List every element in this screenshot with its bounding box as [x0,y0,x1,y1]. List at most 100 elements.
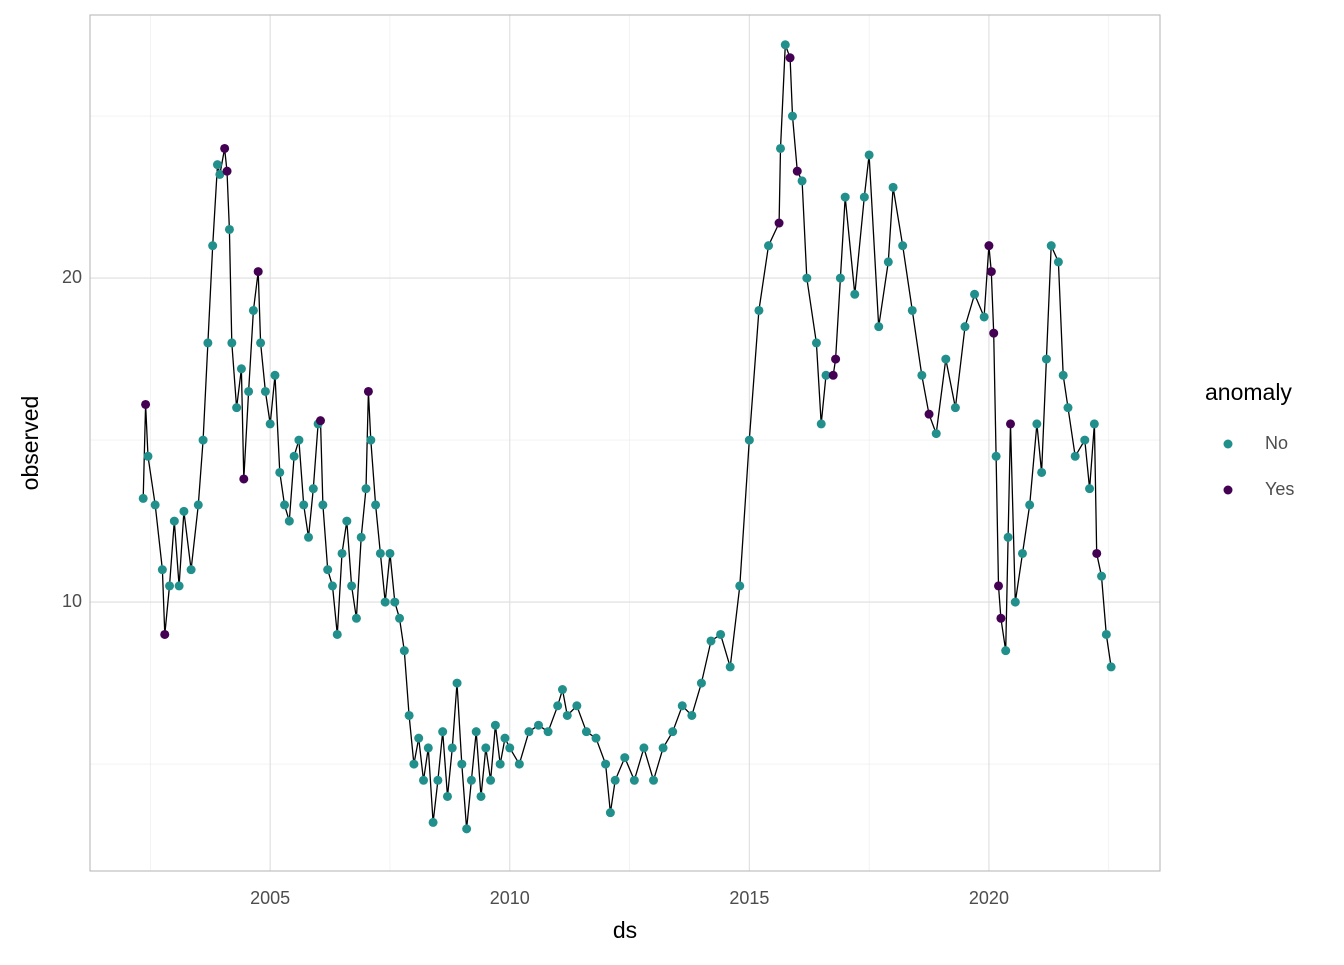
data-point [514,759,524,769]
data-point [850,289,860,299]
data-point [414,733,424,743]
data-point [620,753,630,763]
data-point [668,727,678,737]
data-point [706,636,716,646]
x-axis-title: ds [613,917,637,943]
data-point [232,403,242,413]
data-point [1092,548,1102,558]
data-point [557,685,567,695]
data-point [395,613,405,623]
data-point [236,364,246,374]
data-point [601,759,611,769]
data-point [658,743,668,753]
data-point [342,516,352,526]
data-point [143,451,153,461]
data-point [821,370,831,380]
data-point [1080,435,1090,445]
data-point [996,613,1006,623]
data-point [785,53,795,63]
data-point [224,224,234,234]
data-point [390,597,400,607]
data-point [371,500,381,510]
data-point [280,500,290,510]
data-point [970,289,980,299]
legend-key [1223,485,1233,495]
legend-key [1223,439,1233,449]
data-point [1085,484,1095,494]
data-point [543,727,553,737]
data-point [174,581,184,591]
data-point [220,143,230,153]
data-point [931,429,941,439]
x-tick-label: 2005 [250,888,290,908]
data-point [423,743,433,753]
data-point [212,160,222,170]
data-point [1063,403,1073,413]
data-point [1005,419,1015,429]
data-point [811,338,821,348]
data-point [1101,629,1111,639]
data-point [203,338,213,348]
data-point [165,581,175,591]
data-point [780,40,790,50]
data-point [486,775,496,785]
data-point [941,354,951,364]
data-point [991,451,1001,461]
data-point [864,150,874,160]
data-point [960,322,970,332]
data-point [774,218,784,228]
data-point [347,581,357,591]
data-point [1017,548,1027,558]
data-point [490,720,500,730]
data-point [859,192,869,202]
data-point [1032,419,1042,429]
data-point [725,662,735,672]
data-point [222,166,232,176]
data-point [275,467,285,477]
data-point [1058,370,1068,380]
data-point [735,581,745,591]
x-tick-label: 2010 [490,888,530,908]
data-point [1001,646,1011,656]
data-point [500,733,510,743]
data-point [366,435,376,445]
data-point [428,817,438,827]
legend-label: No [1265,433,1288,453]
data-point [253,267,263,277]
data-point [1097,571,1107,581]
data-point [356,532,366,542]
data-point [169,516,179,526]
y-axis-title: observed [17,396,43,491]
data-point [160,629,170,639]
data-point [244,386,254,396]
data-point [1037,467,1047,477]
legend-label: Yes [1265,479,1294,499]
data-point [337,548,347,558]
data-point [138,493,148,503]
data-point [764,241,774,251]
data-point [907,305,917,315]
data-point [792,166,802,176]
data-point [419,775,429,785]
data-point [816,419,826,429]
data-point [361,484,371,494]
data-point [1003,532,1013,542]
data-point [524,727,534,737]
data-point [534,720,544,730]
data-point [208,241,218,251]
data-point [265,419,275,429]
data-point [797,176,807,186]
data-point [874,322,884,332]
data-point [994,581,1004,591]
data-point [677,701,687,711]
data-point [610,775,620,785]
data-point [744,435,754,445]
data-point [308,484,318,494]
data-point [318,500,328,510]
data-point [696,678,706,688]
data-point [1070,451,1080,461]
data-point [299,500,309,510]
data-point [332,629,342,639]
